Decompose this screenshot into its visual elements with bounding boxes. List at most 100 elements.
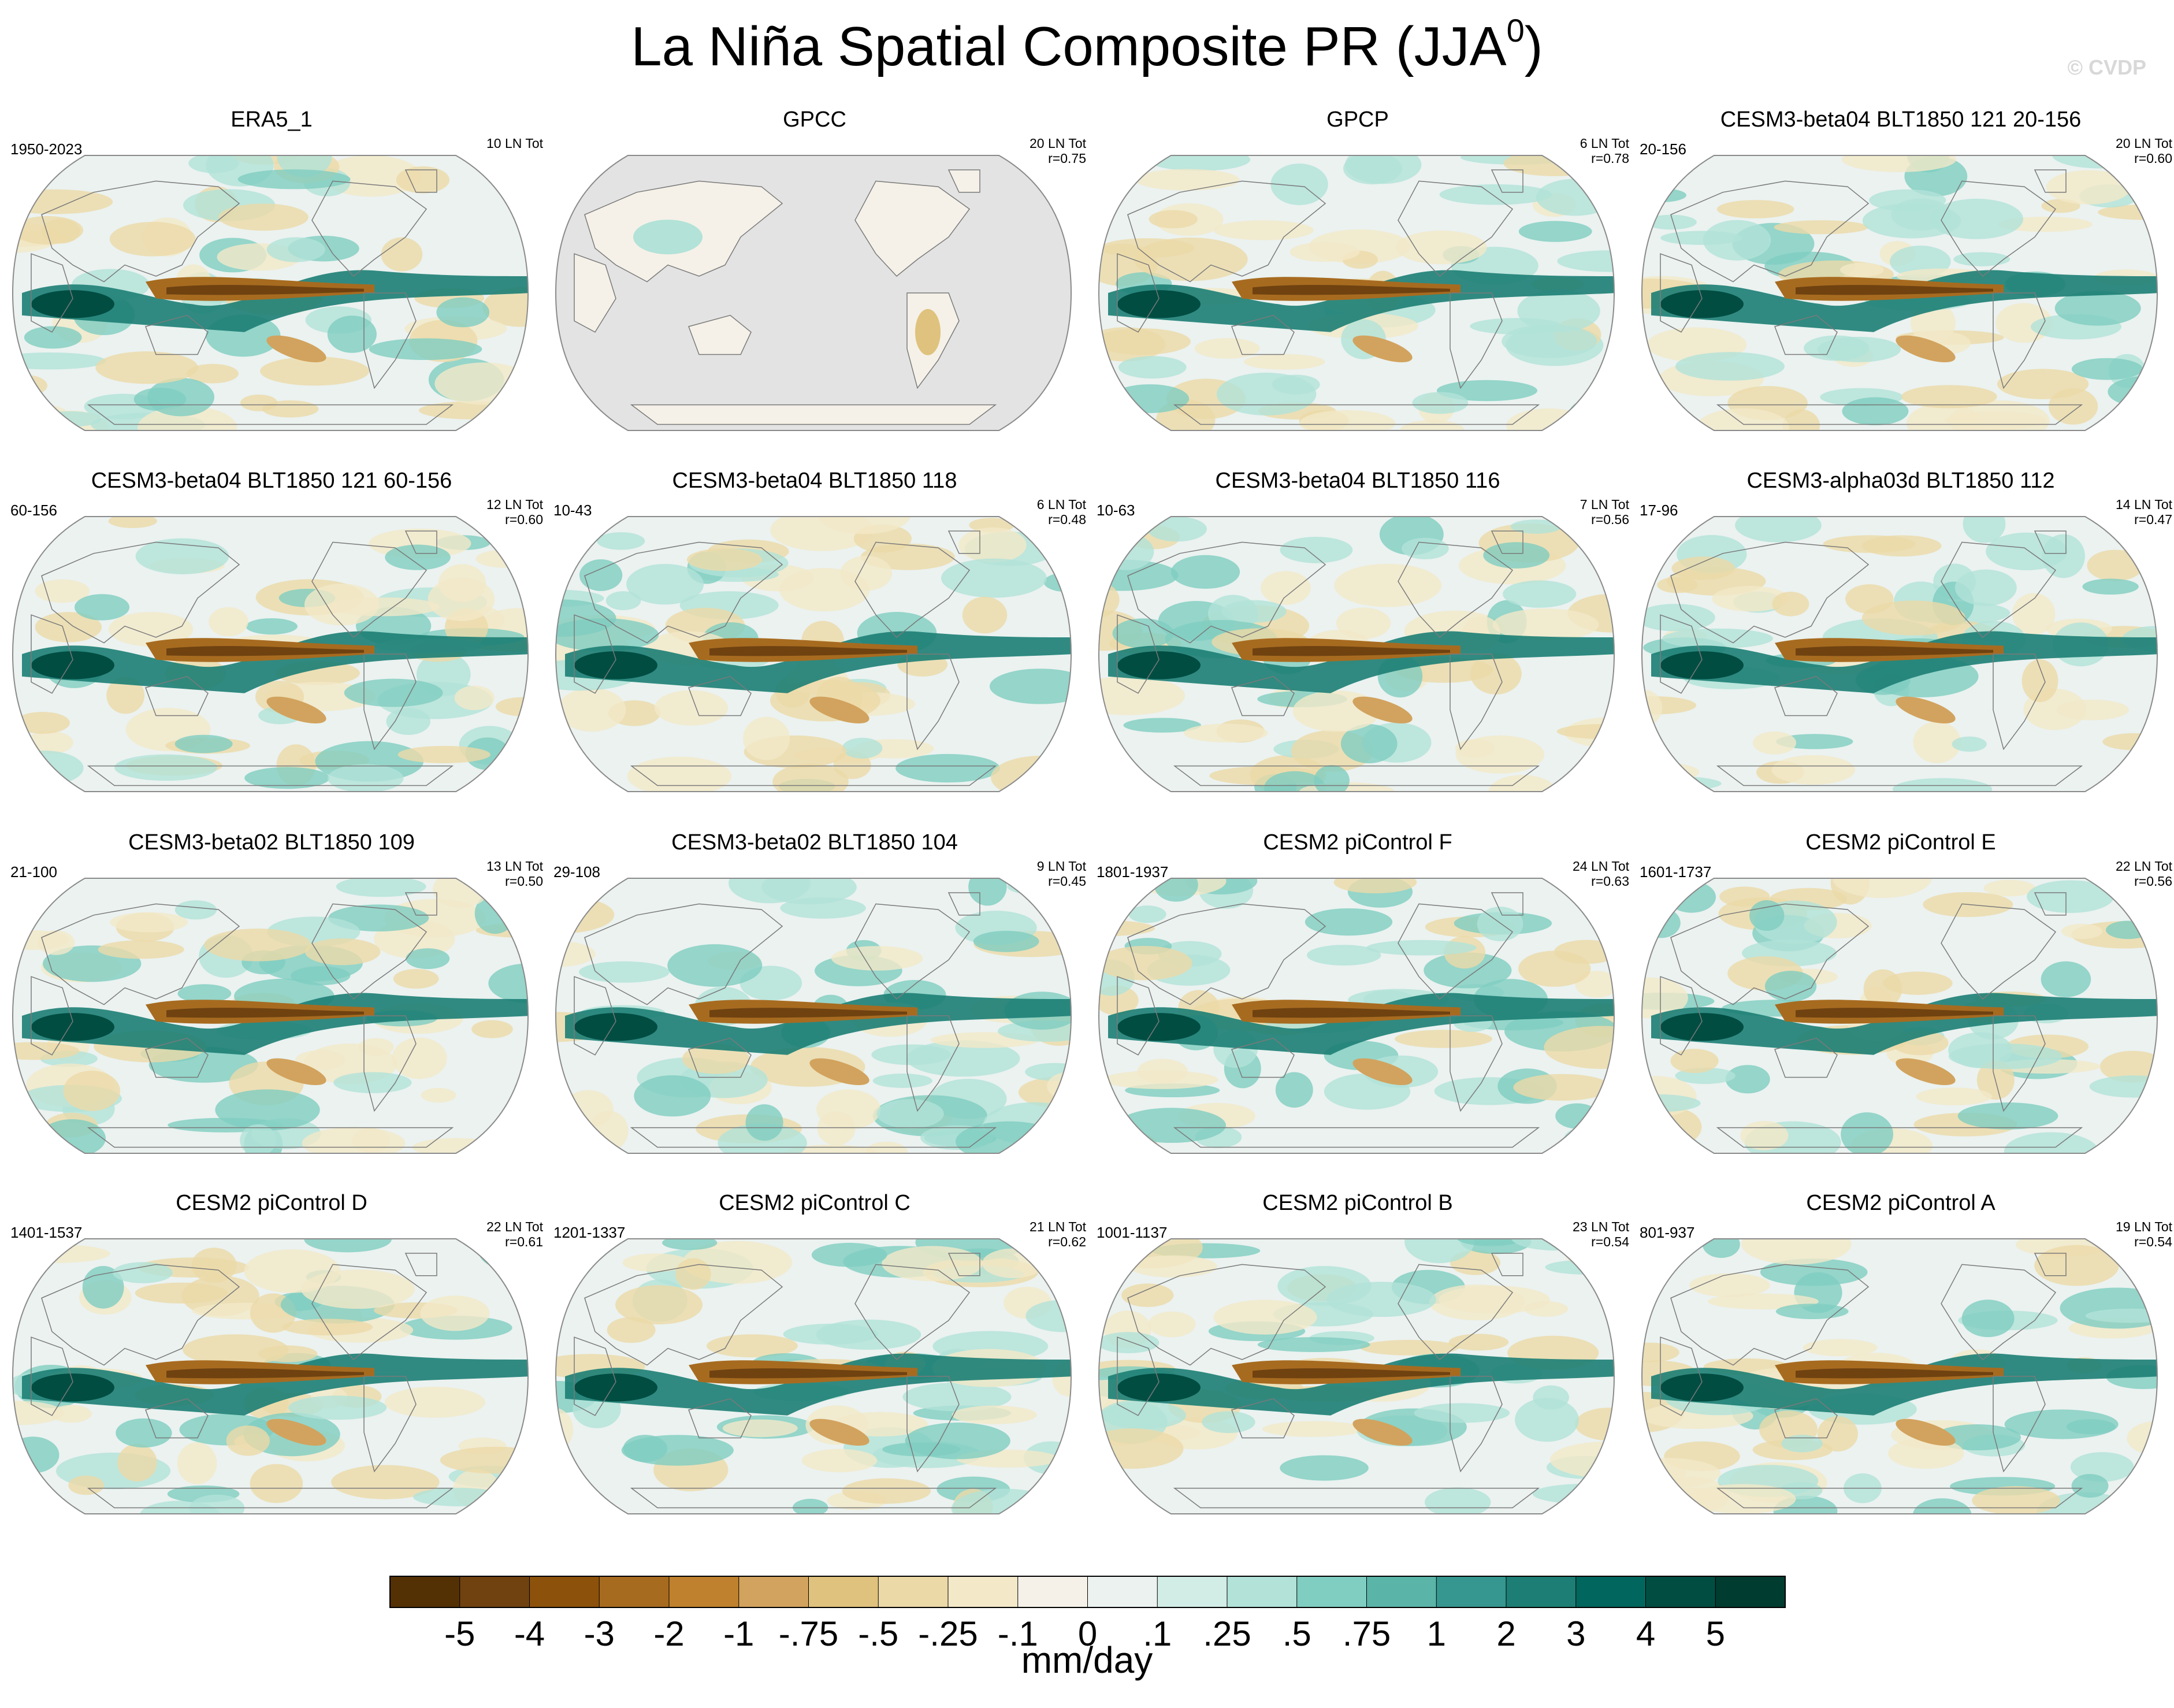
continent-outline <box>854 903 971 1000</box>
wet-anomaly-core <box>574 1013 657 1041</box>
precip-anomaly-patch <box>454 685 495 711</box>
precip-anomaly-patch <box>1893 778 1993 792</box>
precip-anomaly-patch <box>1170 555 1240 589</box>
precip-anomaly-patch <box>406 948 450 970</box>
panel-title: GPCC <box>783 107 846 132</box>
precip-anomaly-patch <box>989 669 1071 704</box>
precip-anomaly-patch <box>2082 578 2139 595</box>
precip-anomaly-patch <box>1099 559 1179 591</box>
continent-outline <box>1117 976 1160 1056</box>
continent-outline <box>2034 1253 2067 1276</box>
panel-years: 1601-1737 <box>1640 863 1712 881</box>
precip-anomaly-patch <box>95 351 199 384</box>
precip-anomaly-patch <box>13 1401 64 1425</box>
precip-anomaly-patch <box>114 754 217 781</box>
precip-anomaly-patch <box>1503 580 1577 608</box>
map-border <box>1098 878 1615 1154</box>
colorbar-swatch <box>1575 1576 1647 1608</box>
precip-anomaly-patch <box>1121 1283 1174 1308</box>
precip-anomaly-patch <box>615 1285 703 1325</box>
panel-map <box>1098 1238 1615 1514</box>
precip-anomaly-patch <box>1314 765 1350 792</box>
precip-anomaly-patch <box>38 930 75 955</box>
dry-anomaly-core <box>166 1368 364 1379</box>
panel-map <box>12 155 529 431</box>
precip-anomaly-patch <box>266 237 325 262</box>
precip-anomaly-patch <box>556 599 616 637</box>
continent-outline <box>145 675 209 716</box>
precip-anomaly-patch <box>25 731 73 755</box>
continent-outline <box>41 541 240 644</box>
colorbar-units-label: mm/day <box>1021 1639 1153 1681</box>
precip-anomaly-patch <box>782 1145 880 1153</box>
precip-anomaly-patch <box>1642 604 1715 632</box>
panel-stats: 9 LN Tot r=0.45 <box>947 859 1086 889</box>
panel-stats: 20 LN Tot r=0.75 <box>947 136 1086 166</box>
continent-outline <box>1398 180 1514 277</box>
precip-anomaly-patch <box>876 1099 944 1128</box>
precip-anomaly-patch <box>1221 600 1287 623</box>
map-panel: CESM2 piControl A 801-937 19 LN Tot r=0.54 <box>1629 1190 2172 1552</box>
precip-anomaly-patch <box>780 897 866 919</box>
panel-event-count: 21 LN Tot <box>1029 1219 1086 1234</box>
precip-anomaly-patch <box>1689 1273 1770 1297</box>
precip-anomaly-patch <box>1394 1030 1492 1048</box>
panel-title: CESM2 piControl A <box>1806 1191 1995 1215</box>
continent-outline <box>87 1487 454 1509</box>
precip-anomaly-patch <box>1760 1258 1868 1286</box>
panel-stats: 6 LN Tot r=0.48 <box>947 497 1086 527</box>
panel-years: 1001-1137 <box>1097 1224 1168 1241</box>
panel-event-count: 19 LN Tot <box>2115 1219 2172 1234</box>
panel-map <box>1641 1238 2158 1514</box>
precip-anomaly-patch <box>1817 336 1901 362</box>
panel-map <box>12 516 529 792</box>
panel-stats: 24 LN Tot r=0.63 <box>1491 859 1629 889</box>
dry-anomaly-core <box>166 1008 364 1018</box>
precip-anomaly-patch <box>13 1042 80 1060</box>
panel-stats: 22 LN Tot r=0.56 <box>2034 859 2172 889</box>
dry-anomaly-core <box>1253 646 1450 656</box>
precip-anomaly-patch <box>1712 586 1789 612</box>
south-pacific-dry-patch <box>266 335 326 362</box>
precip-anomaly-patch <box>1402 537 1449 560</box>
precip-anomaly-patch <box>1334 563 1441 607</box>
map-border <box>1641 516 2158 792</box>
panel-title: CESM2 piControl E <box>1805 830 1996 855</box>
precip-anomaly-patch <box>772 763 849 792</box>
precip-anomaly-patch <box>1593 166 1614 187</box>
panel-event-count: 14 LN Tot <box>2115 497 2172 512</box>
continent-outline <box>906 1376 960 1473</box>
panel-map <box>1098 516 1615 792</box>
figure-title-superscript: 0 <box>1506 12 1525 49</box>
continent-outline <box>1127 903 1326 1005</box>
precip-anomaly-patch <box>420 1295 490 1331</box>
precip-anomaly-patch <box>237 169 351 190</box>
panel-title: CESM3-beta02 BLT1850 109 <box>128 830 415 855</box>
precip-anomaly-patch <box>1675 352 1785 381</box>
colorbar-swatch <box>1506 1576 1577 1608</box>
precip-anomaly-patch <box>1515 1398 1579 1442</box>
continent-outline <box>1774 1398 1838 1439</box>
precip-anomaly-patch <box>281 1319 373 1336</box>
panel-title: CESM3-beta02 BLT1850 104 <box>671 830 958 855</box>
continent-outline <box>1231 314 1295 355</box>
dry-anomaly-core <box>1253 1008 1450 1018</box>
precip-anomaly-patch <box>74 594 130 621</box>
continent-outline <box>630 1487 997 1509</box>
precip-anomaly-patch <box>1839 262 1884 277</box>
precip-anomaly-patch <box>1429 1284 1525 1321</box>
precip-anomaly-patch <box>177 984 232 1003</box>
precip-anomaly-patch <box>277 155 332 177</box>
precip-anomaly-patch <box>1518 221 1592 242</box>
dry-anomaly-core <box>709 646 907 656</box>
south-pacific-dry-patch <box>1896 1058 1956 1085</box>
panel-pattern-correlation: r=0.61 <box>505 1234 543 1249</box>
continent-outline <box>1398 903 1514 1000</box>
precip-anomaly-patch <box>1154 878 1198 902</box>
map-panel: CESM2 piControl C 1201-1337 21 LN Tot r=0.6… <box>543 1190 1086 1552</box>
precip-anomaly-patch <box>1954 569 2017 606</box>
continent-outline <box>145 314 209 355</box>
precip-anomaly-patch <box>434 362 528 405</box>
continent-outline <box>2034 169 2067 193</box>
continent-outline <box>1660 253 1703 333</box>
